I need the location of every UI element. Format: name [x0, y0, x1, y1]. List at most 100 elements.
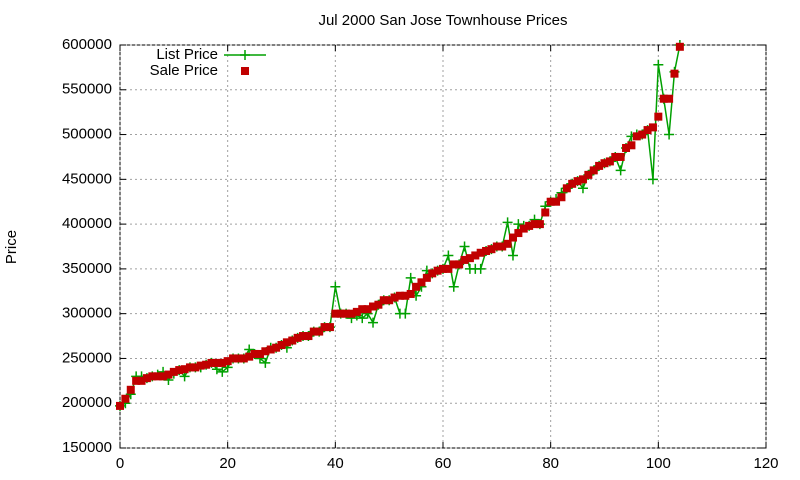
point-marker — [385, 296, 394, 305]
point-marker — [207, 358, 216, 367]
point-marker — [315, 327, 324, 336]
point-marker — [406, 289, 415, 298]
point-marker — [277, 341, 286, 350]
point-marker — [433, 266, 442, 275]
point-marker — [255, 349, 264, 358]
point-marker — [573, 177, 582, 186]
point-marker — [476, 248, 485, 257]
point-marker — [622, 143, 631, 152]
point-marker — [643, 126, 652, 135]
point-marker — [665, 94, 674, 103]
point-marker — [288, 336, 297, 345]
point-marker — [525, 221, 534, 230]
point-marker — [401, 291, 410, 300]
y-tick-label: 400000 — [62, 215, 112, 232]
point-marker — [578, 175, 587, 184]
y-tick-label: 250000 — [62, 349, 112, 366]
point-marker — [245, 352, 254, 361]
point-marker — [309, 327, 318, 336]
point-marker — [541, 208, 550, 217]
x-tick-label: 100 — [646, 455, 671, 472]
point-marker — [638, 130, 647, 139]
point-marker — [234, 354, 243, 363]
point-marker — [223, 357, 232, 366]
point-marker — [379, 296, 388, 305]
x-tick-label: 40 — [327, 455, 344, 472]
point-marker — [153, 372, 162, 381]
point-marker — [336, 309, 345, 318]
point-marker — [363, 305, 372, 314]
point-marker — [137, 376, 146, 385]
point-marker — [390, 293, 399, 302]
point-marker — [202, 360, 211, 369]
point-marker — [448, 281, 459, 292]
point-marker — [513, 219, 524, 230]
point-marker — [627, 141, 636, 150]
point-marker — [568, 179, 577, 188]
legend-label: List Price — [156, 46, 218, 63]
point-marker — [546, 197, 555, 206]
point-marker — [600, 159, 609, 168]
point-marker — [502, 217, 513, 228]
point-marker — [482, 246, 491, 255]
point-marker — [577, 183, 588, 194]
point-marker — [196, 361, 205, 370]
x-tick-label: 0 — [116, 455, 124, 472]
point-marker — [412, 282, 421, 291]
y-tick-label: 600000 — [62, 36, 112, 53]
point-marker — [218, 358, 227, 367]
point-marker — [562, 184, 571, 193]
x-tick-label: 60 — [435, 455, 452, 472]
point-marker — [530, 220, 539, 229]
legend-label: Sale Price — [150, 62, 218, 79]
x-tick-label: 20 — [219, 455, 236, 472]
point-marker — [164, 370, 173, 379]
point-marker — [369, 302, 378, 311]
y-tick-label: 300000 — [62, 305, 112, 322]
y-tick-label: 200000 — [62, 394, 112, 411]
point-marker — [557, 193, 566, 202]
point-marker — [175, 366, 184, 375]
point-marker — [260, 357, 271, 368]
y-tick-label: 350000 — [62, 260, 112, 277]
point-marker — [460, 255, 469, 264]
point-marker — [605, 157, 614, 166]
point-marker — [535, 220, 544, 229]
point-marker — [250, 349, 259, 358]
point-marker — [654, 112, 663, 121]
point-marker — [589, 166, 598, 175]
point-marker — [503, 239, 512, 248]
point-marker — [169, 367, 178, 376]
point-marker — [229, 354, 238, 363]
point-marker — [374, 300, 383, 309]
point-marker — [584, 170, 593, 179]
y-axis-label: Price — [3, 230, 20, 264]
point-marker — [358, 305, 367, 314]
point-marker — [507, 250, 518, 261]
point-marker — [616, 152, 625, 161]
point-marker — [347, 309, 356, 318]
x-tick-label: 120 — [753, 455, 778, 472]
point-marker — [357, 313, 368, 324]
point-marker — [514, 229, 523, 238]
point-marker — [191, 363, 200, 372]
point-marker — [611, 152, 620, 161]
point-marker — [498, 242, 507, 251]
point-marker — [475, 263, 486, 274]
point-marker — [405, 272, 416, 283]
point-marker — [653, 59, 664, 70]
point-marker — [659, 94, 668, 103]
point-marker — [212, 358, 221, 367]
point-marker — [126, 385, 135, 394]
point-marker — [455, 260, 464, 269]
point-marker — [304, 332, 313, 341]
point-marker — [299, 332, 308, 341]
point-marker — [647, 174, 658, 185]
point-marker — [552, 197, 561, 206]
point-marker — [293, 333, 302, 342]
point-marker — [331, 309, 340, 318]
y-tick-label: 150000 — [62, 439, 112, 456]
point-marker — [272, 343, 281, 352]
point-marker — [159, 372, 168, 381]
